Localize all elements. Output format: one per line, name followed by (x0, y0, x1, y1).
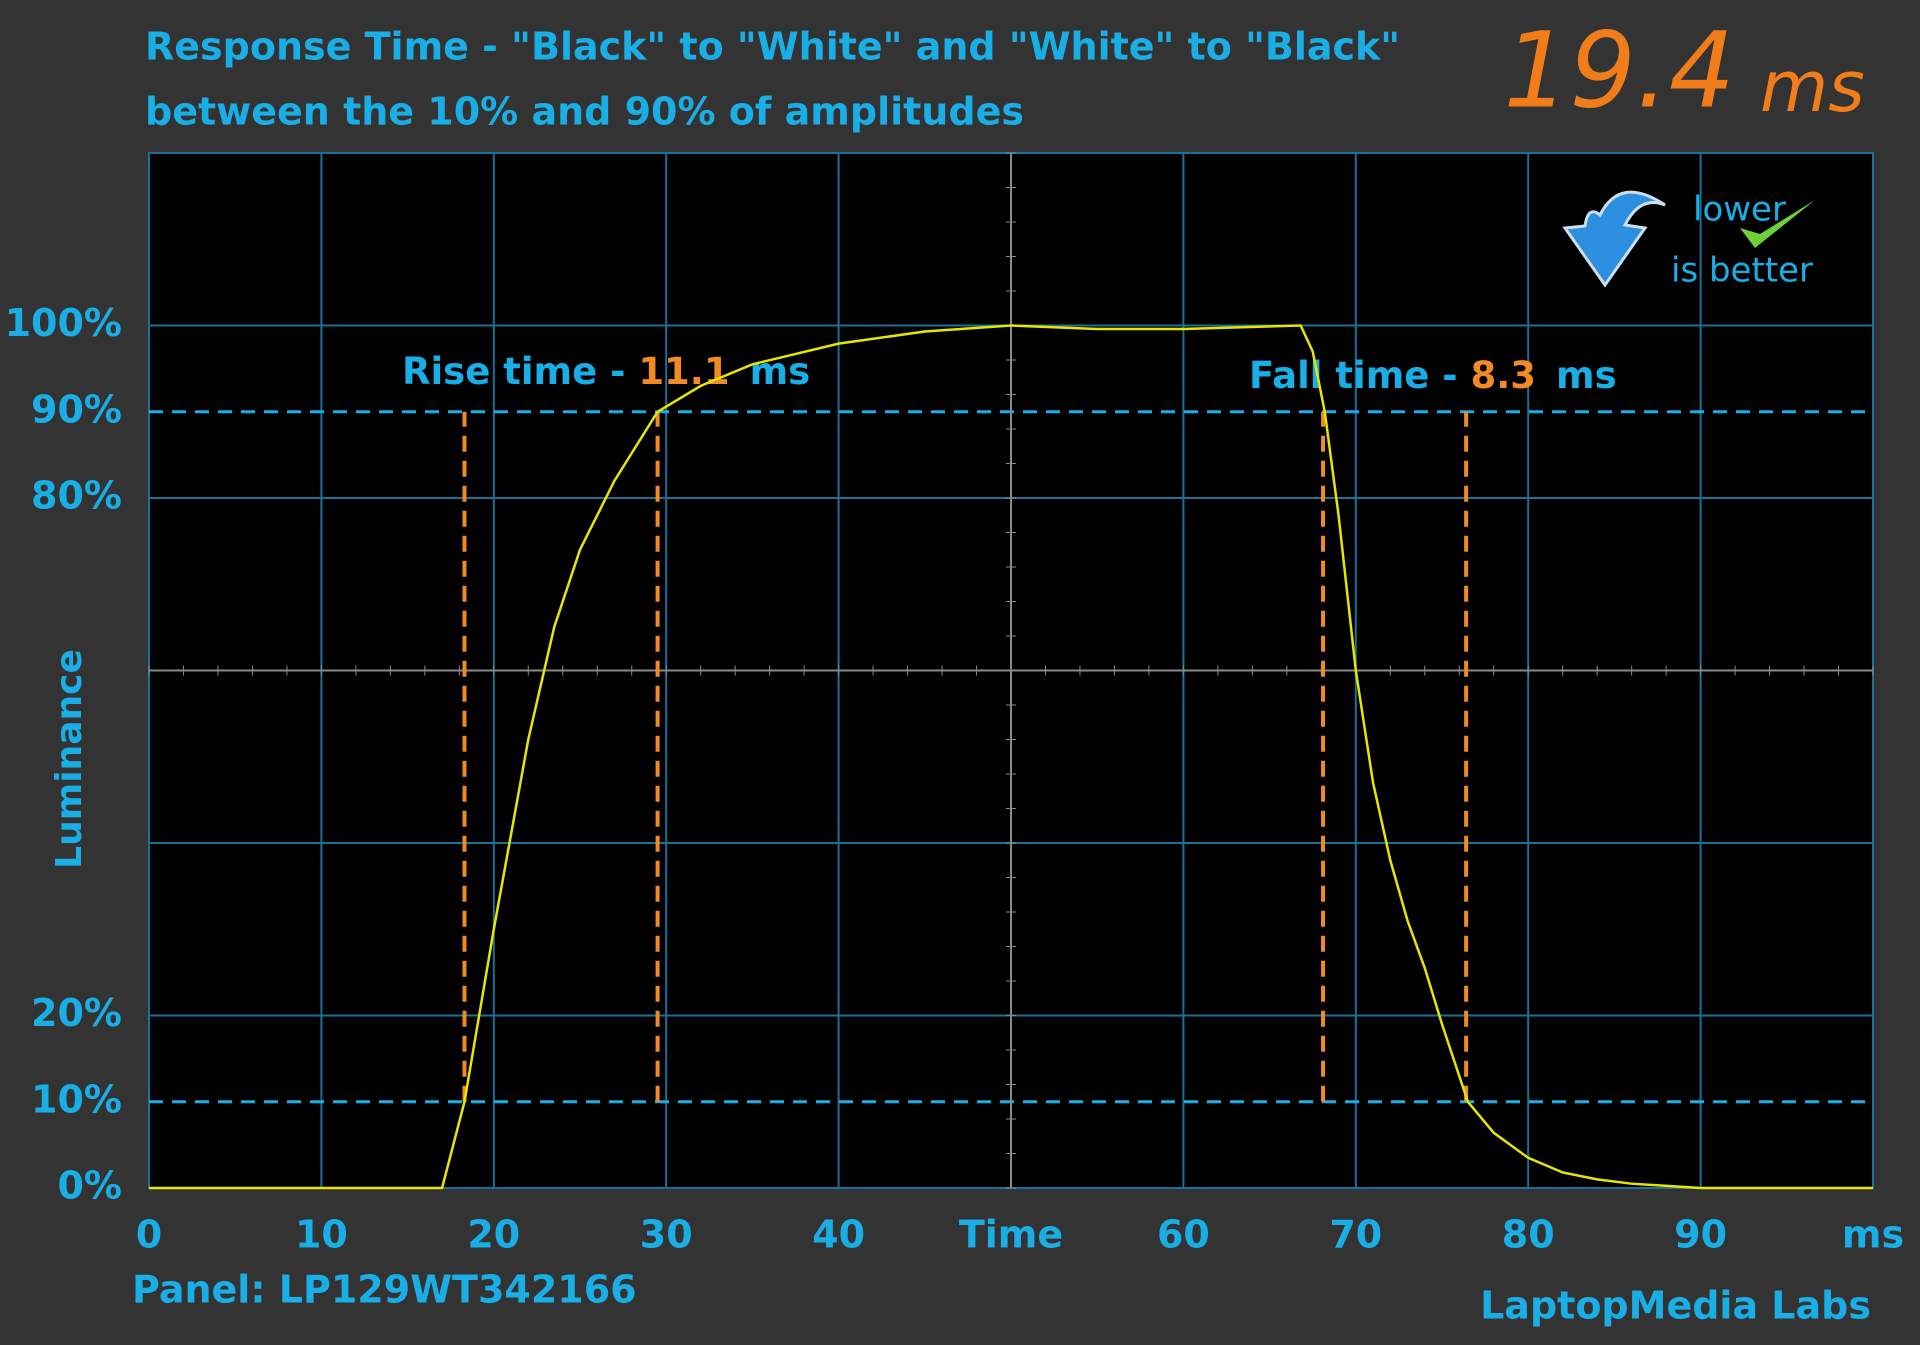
chart-title: Response Time - "Black" to "White" and "… (145, 25, 1400, 69)
x-tick-label: 10 (295, 1213, 348, 1257)
y-tick-label: 20% (31, 991, 122, 1035)
fall-annotation: Fall time - 8.3 ms (1249, 354, 1617, 397)
y-tick-label: 80% (31, 474, 122, 518)
total-unit: ms (1760, 46, 1865, 128)
x-tick-label: 0 (136, 1213, 162, 1257)
x-tick-label: 80 (1502, 1213, 1555, 1257)
check-icon (1740, 200, 1815, 248)
badge-text: lower (1693, 190, 1786, 230)
rise-annotation: Rise time - 11.1 ms (402, 350, 810, 393)
badge-icon (1562, 190, 1815, 288)
data-line (149, 324, 1873, 1190)
y-tick-label: 0% (57, 1164, 122, 1208)
chart-subtitle: between the 10% and 90% of amplitudes (145, 90, 1024, 134)
y-tick-label: 90% (31, 387, 122, 431)
x-tick-label: 20 (467, 1213, 520, 1257)
fall-unit: ms (1556, 354, 1617, 397)
y-tick-label: 100% (5, 301, 122, 345)
x-tick-label: 60 (1157, 1213, 1210, 1257)
total-value: 19.4 (1503, 9, 1735, 131)
credit: LaptopMedia Labs (1480, 1284, 1871, 1328)
arrow-icon (1562, 190, 1666, 288)
rise-value: 11.1 (638, 350, 729, 393)
fall-value: 8.3 (1470, 354, 1536, 397)
x-tick-label: 40 (812, 1213, 865, 1257)
rise-unit: ms (750, 350, 811, 393)
x-tick-label: 70 (1329, 1213, 1382, 1257)
x-tick-label: 90 (1674, 1213, 1727, 1257)
x-tick-label: Time (959, 1213, 1063, 1257)
fall-label: Fall time - (1249, 354, 1470, 397)
panel-label: Panel: LP129WT342166 (132, 1268, 637, 1312)
rise-label: Rise time - (402, 350, 638, 393)
y-tick-label: 10% (31, 1077, 122, 1121)
x-tick-label: ms (1842, 1213, 1904, 1257)
y-axis-label: Luminance (49, 649, 90, 869)
badge-text: is better (1671, 251, 1813, 291)
x-tick-label: 30 (640, 1213, 693, 1257)
